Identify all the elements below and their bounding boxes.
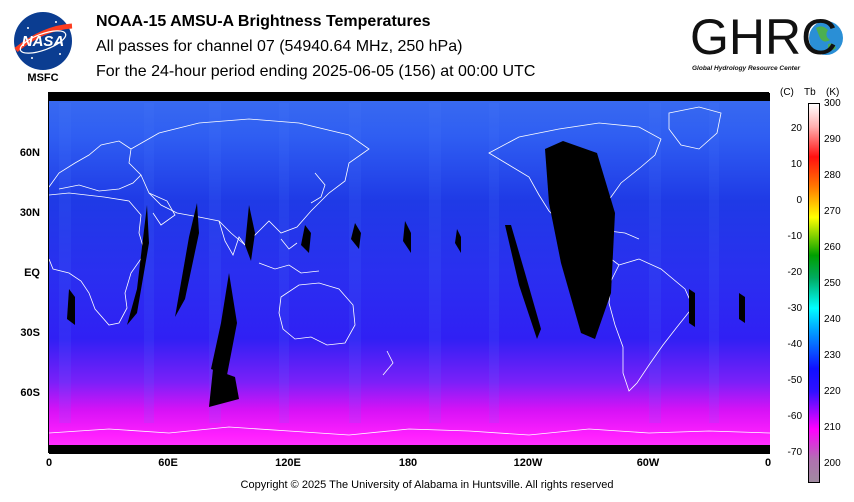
no-data-swaths xyxy=(67,141,745,407)
colorbar-kelvin-tick: 200 xyxy=(824,458,841,469)
colorbar-celsius-tick: 10 xyxy=(790,158,802,170)
colorbar-kelvin-tick: 240 xyxy=(824,314,841,325)
ghrc-sub-text: Global Hydrology Resource Center xyxy=(692,65,800,72)
colorbar-unit-tb: Tb xyxy=(804,87,816,98)
chart-subtitle: All passes for channel 07 (54940.64 MHz,… xyxy=(96,38,463,55)
temperature-field xyxy=(49,93,770,454)
colorbar-celsius-tick: 20 xyxy=(790,122,802,134)
brightness-temperature-map xyxy=(48,92,771,454)
lat-label-30s: 30S xyxy=(20,327,40,339)
colorbar-celsius-tick: -20 xyxy=(787,266,802,278)
lon-label-60w: 60W xyxy=(636,457,660,469)
ghrc-logo-text: GHRC xyxy=(690,9,837,65)
no-data-band-north xyxy=(49,93,770,101)
colorbar-celsius-tick: -70 xyxy=(787,446,802,458)
colorbar-celsius-tick: 0 xyxy=(796,194,802,206)
lat-label-eq: EQ xyxy=(24,267,40,279)
colorbar-unit-c: (C) xyxy=(780,87,794,98)
lon-label-120e: 120E xyxy=(275,457,301,469)
colorbar-kelvin-tick: 230 xyxy=(824,350,841,361)
colorbar-celsius-tick: -50 xyxy=(787,374,802,386)
lon-label-180: 180 xyxy=(398,457,418,469)
nasa-logo-text: NASA xyxy=(22,33,65,50)
colorbar-kelvin-tick: 300 xyxy=(824,98,841,109)
chart-period: For the 24-hour period ending 2025-06-05… xyxy=(96,63,536,80)
lat-label-60s: 60S xyxy=(20,387,40,399)
copyright-notice: Copyright © 2025 The University of Alaba… xyxy=(240,479,614,491)
colorbar-celsius-tick: -60 xyxy=(787,410,802,422)
colorbar-kelvin-tick: 260 xyxy=(824,242,841,253)
chart-title: NOAA-15 AMSU-A Brightness Temperatures xyxy=(96,13,431,30)
lon-label-60e: 60E xyxy=(158,457,178,469)
nasa-meatball-icon: NASA xyxy=(14,12,73,70)
lon-label-120w: 120W xyxy=(513,457,543,469)
colorbar-kelvin-tick: 220 xyxy=(824,386,841,397)
no-data-band-south xyxy=(49,445,770,454)
colorbar xyxy=(808,103,820,483)
lon-label-0-east: 0 xyxy=(764,457,772,469)
colorbar-kelvin-tick: 210 xyxy=(824,422,841,433)
colorbar-celsius-tick: -30 xyxy=(787,302,802,314)
colorbar-kelvin-tick: 290 xyxy=(824,134,841,145)
colorbar-kelvin-tick: 250 xyxy=(824,278,841,289)
lon-label-0-west: 0 xyxy=(45,457,53,469)
colorbar-celsius-tick: -10 xyxy=(787,230,802,242)
colorbar-celsius-tick: -40 xyxy=(787,338,802,350)
lat-label-60n: 60N xyxy=(19,147,40,159)
map-svg xyxy=(48,93,771,454)
colorbar-kelvin-tick: 270 xyxy=(824,206,841,217)
colorbar-kelvin-tick: 280 xyxy=(824,170,841,181)
ghrc-globe-icon: GHRC Global Hydrology Resource Center xyxy=(690,9,843,72)
lat-label-30n: 30N xyxy=(19,207,40,219)
swath-texture xyxy=(59,103,719,423)
colorbar-unit-k: (K) xyxy=(826,87,840,98)
ghrc-logo: GHRC Global Hydrology Resource Center xyxy=(688,8,848,78)
nasa-sub-text: MSFC xyxy=(27,72,59,84)
nasa-logo: NASA MSFC xyxy=(10,8,76,88)
